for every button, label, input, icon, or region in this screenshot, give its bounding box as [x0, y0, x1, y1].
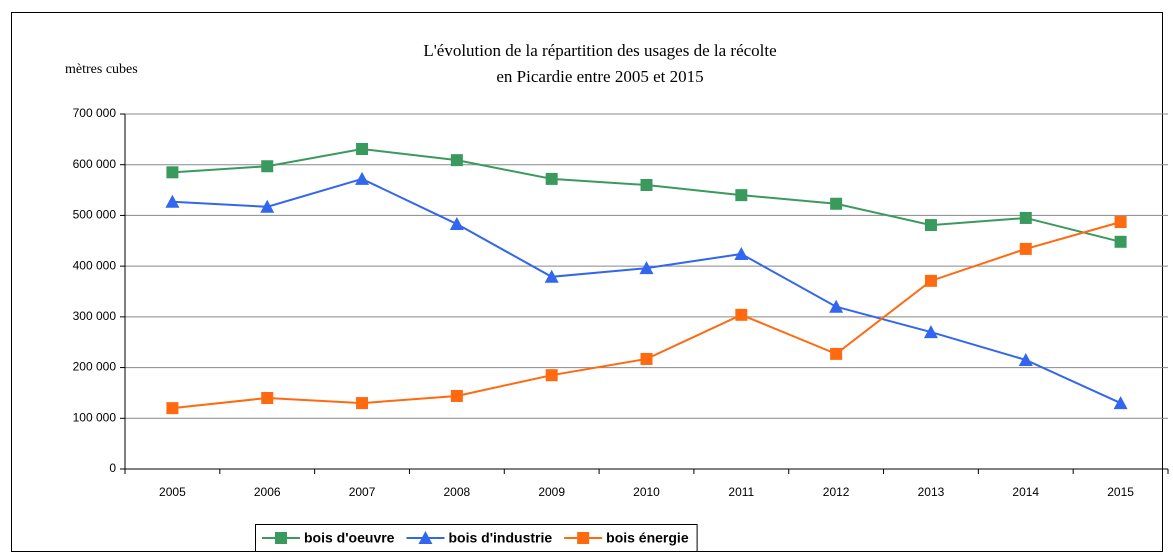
x-tick-label: 2006: [254, 485, 281, 499]
legend-label: bois d'industrie: [448, 530, 552, 546]
data-point: [355, 171, 370, 185]
legend-marker: [418, 531, 433, 544]
data-point: [640, 352, 653, 365]
x-tick-label: 2013: [918, 485, 945, 499]
x-tick-label: 2005: [159, 485, 186, 499]
legend-marker: [275, 532, 287, 544]
y-tick-label: 400 000: [73, 258, 117, 272]
data-point: [449, 217, 464, 231]
data-point: [1018, 352, 1033, 366]
data-point: [830, 347, 843, 360]
y-tick-label: 100 000: [73, 410, 117, 424]
x-tick-label: 2007: [349, 485, 376, 499]
data-point: [639, 261, 654, 275]
y-axis-label: mètres cubes: [65, 62, 138, 77]
y-tick-label: 300 000: [73, 309, 117, 323]
legend-box: [255, 524, 698, 552]
data-point: [829, 299, 844, 313]
data-point: [735, 189, 748, 202]
data-point: [735, 308, 748, 321]
y-tick-label: 600 000: [73, 157, 117, 171]
x-tick-label: 2008: [444, 485, 471, 499]
data-point: [640, 179, 653, 191]
x-tick-label: 2011: [728, 485, 754, 499]
data-point: [923, 325, 938, 339]
y-tick-label: 0: [109, 461, 116, 475]
data-point: [261, 392, 274, 404]
chart-frame: [11, 12, 1163, 552]
data-point: [544, 269, 559, 283]
data-point: [924, 219, 937, 232]
data-point: [1019, 242, 1032, 255]
x-tick-label: 2012: [823, 485, 850, 499]
data-point: [734, 246, 749, 260]
y-tick-label: 500 000: [73, 208, 117, 222]
legend-label: bois énergie: [606, 530, 689, 546]
data-point: [1114, 216, 1127, 229]
data-point: [450, 154, 463, 167]
x-tick-label: 2010: [633, 485, 660, 499]
data-point: [260, 199, 275, 213]
x-tick-label: 2009: [538, 485, 565, 499]
data-point: [450, 389, 463, 402]
data-point: [545, 369, 558, 382]
data-point: [545, 172, 558, 185]
chart-title: en Picardie entre 2005 et 2015: [496, 67, 703, 86]
data-point: [166, 402, 179, 415]
x-tick-label: 2015: [1107, 485, 1134, 499]
y-tick-label: 200 000: [73, 360, 117, 374]
legend-marker: [577, 532, 590, 544]
data-point: [166, 166, 179, 179]
data-point: [165, 194, 180, 208]
data-point: [1114, 235, 1127, 248]
y-tick-label: 700 000: [73, 106, 117, 120]
data-point: [1019, 211, 1032, 224]
data-point: [356, 142, 369, 155]
legend-label: bois d'oeuvre: [304, 530, 395, 546]
x-tick-label: 2014: [1012, 485, 1039, 499]
data-point: [261, 160, 274, 173]
chart-title: L'évolution de la répartition des usages…: [423, 41, 776, 60]
data-point: [1113, 396, 1128, 410]
data-point: [830, 197, 843, 210]
data-point: [356, 397, 369, 410]
data-point: [924, 274, 937, 287]
